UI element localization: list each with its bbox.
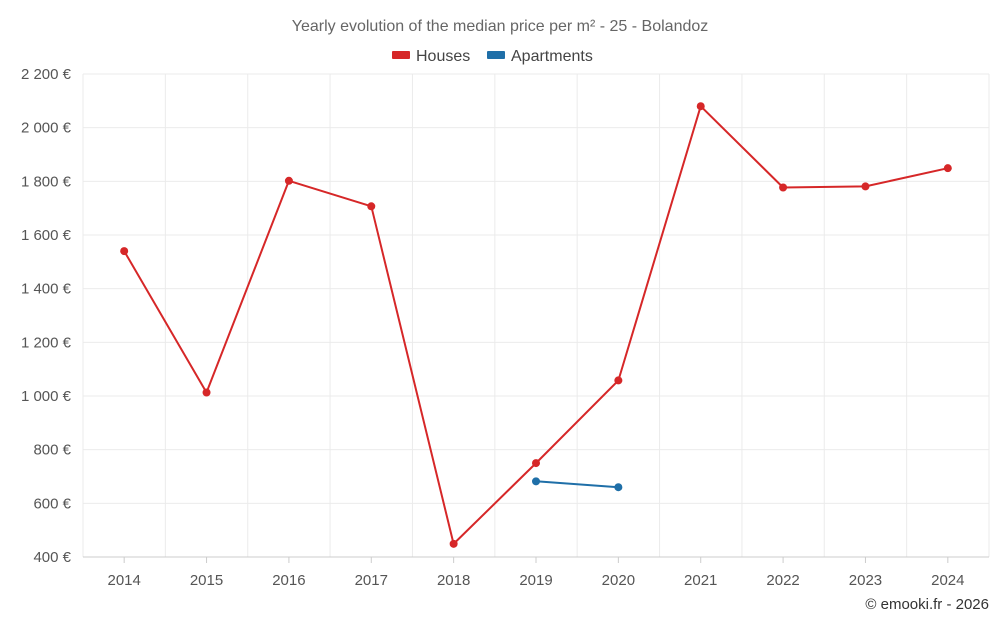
x-tick-label: 2017 [355, 572, 388, 589]
y-axis: 400 € 600 € 800 € 1 000 € 1 200 € 1 400 € 1 60… [21, 66, 72, 566]
data-point-houses[interactable] [861, 182, 870, 191]
chart-title: Yearly evolution of the median price per… [292, 18, 709, 35]
y-tick-label: 800 € [33, 442, 71, 459]
data-point-houses[interactable] [120, 247, 129, 256]
x-tick-label: 2024 [931, 572, 964, 589]
x-tick-label: 2018 [437, 572, 470, 589]
data-point-houses[interactable] [367, 202, 376, 211]
x-tick-label: 2023 [849, 572, 882, 589]
legend-label-apartments: Apartments [511, 48, 593, 65]
y-tick-label: 1 400 € [21, 281, 72, 298]
x-tick-label: 2015 [190, 572, 223, 589]
series [120, 102, 952, 548]
gridlines [82, 73, 990, 557]
data-point-apartments[interactable] [532, 477, 540, 486]
legend-item-apartments[interactable]: Apartments [487, 48, 593, 65]
credit-text: © emooki.fr - 2026 [865, 596, 989, 613]
data-point-houses[interactable] [284, 176, 293, 185]
x-tick-label: 2014 [107, 572, 140, 589]
y-tick-label: 1 200 € [21, 334, 72, 351]
data-point-houses[interactable] [696, 102, 705, 111]
x-tick-label: 2016 [272, 572, 305, 589]
y-tick-label: 1 800 € [21, 173, 72, 190]
y-tick-label: 1 600 € [21, 227, 72, 244]
data-point-houses[interactable] [779, 183, 788, 192]
data-point-houses[interactable] [449, 539, 458, 548]
x-tick-label: 2021 [684, 572, 717, 589]
y-tick-label: 600 € [33, 495, 71, 512]
y-tick-label: 2 200 € [21, 66, 72, 83]
legend-label-houses: Houses [416, 48, 470, 65]
data-point-apartments[interactable] [614, 483, 623, 492]
data-point-houses[interactable] [943, 164, 952, 173]
data-point-houses[interactable] [202, 388, 211, 397]
y-tick-label: 400 € [33, 549, 71, 566]
x-tick-label: 2022 [766, 572, 799, 589]
legend-item-houses[interactable]: Houses [392, 48, 470, 65]
legend-swatch-houses [392, 51, 410, 59]
x-tick-label: 2020 [602, 572, 635, 589]
legend: Houses Apartments [392, 48, 593, 65]
data-point-houses[interactable] [614, 376, 623, 385]
x-axis: 2014 2015 2016 2017 2018 2019 2020 2021 2022 2023… [83, 556, 989, 589]
x-tick-label: 2019 [519, 572, 552, 589]
y-tick-label: 2 000 € [21, 120, 72, 137]
series-line-apartments [535, 480, 619, 489]
legend-swatch-apartments [487, 51, 505, 59]
y-tick-label: 1 000 € [21, 388, 72, 405]
data-point-houses[interactable] [532, 459, 540, 468]
